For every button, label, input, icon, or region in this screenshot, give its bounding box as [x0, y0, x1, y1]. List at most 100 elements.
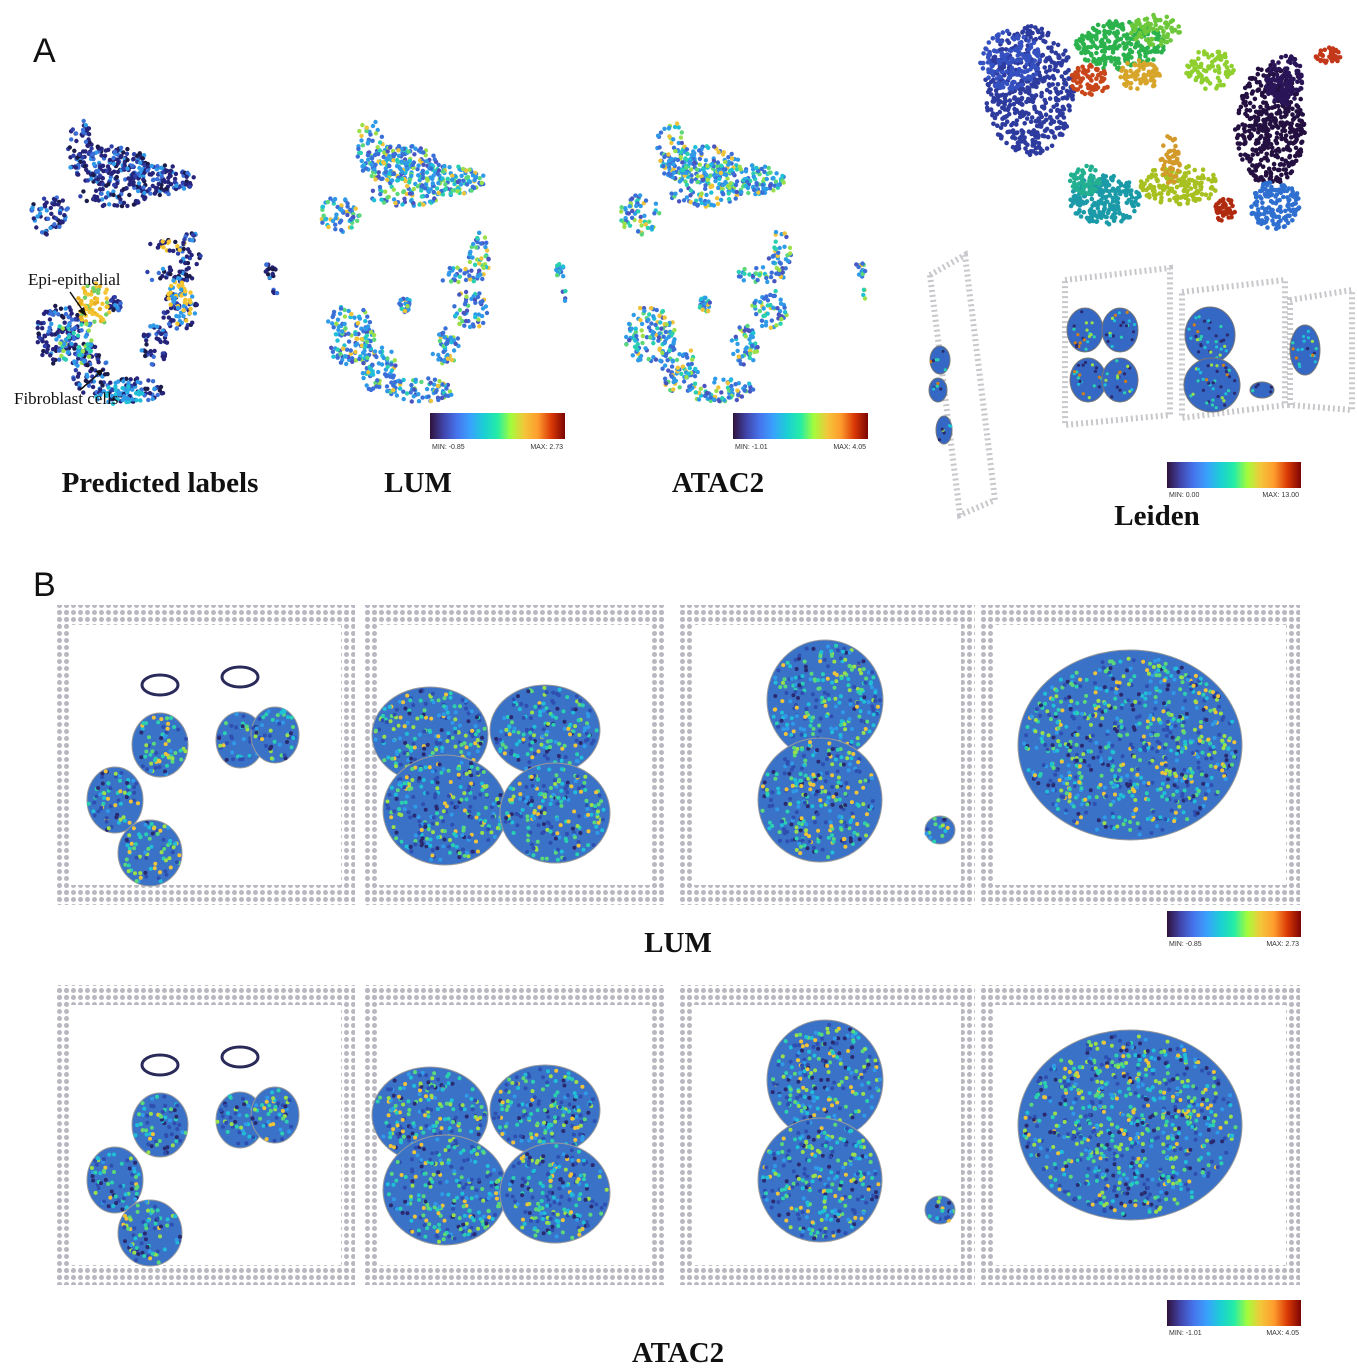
- point: [369, 388, 373, 392]
- point: [1269, 113, 1274, 118]
- point: [709, 185, 713, 189]
- point: [76, 375, 80, 379]
- point: [1299, 80, 1304, 85]
- point: [1029, 83, 1034, 88]
- point: [770, 318, 774, 322]
- point: [68, 165, 72, 169]
- point: [654, 357, 658, 361]
- point: [181, 241, 185, 245]
- point: [456, 180, 460, 184]
- point: [144, 338, 148, 342]
- point: [370, 139, 374, 143]
- point: [677, 352, 681, 356]
- point: [89, 146, 93, 150]
- point: [1331, 48, 1336, 53]
- point: [421, 203, 425, 207]
- point: [1256, 207, 1261, 212]
- point: [1275, 72, 1280, 77]
- point: [87, 355, 91, 359]
- point: [326, 319, 330, 323]
- point: [76, 349, 80, 353]
- point: [72, 346, 76, 350]
- point: [1237, 146, 1242, 151]
- point: [730, 168, 734, 172]
- point: [1221, 83, 1226, 88]
- point: [464, 290, 468, 294]
- point: [774, 323, 778, 327]
- point: [693, 145, 697, 149]
- point: [1268, 79, 1273, 84]
- point: [737, 270, 741, 274]
- point: [1056, 43, 1061, 48]
- point: [339, 361, 343, 365]
- point: [121, 166, 125, 170]
- point: [390, 178, 394, 182]
- point: [634, 204, 638, 208]
- point: [1269, 185, 1274, 190]
- point: [1089, 38, 1094, 43]
- point: [1145, 62, 1150, 67]
- point: [368, 320, 372, 324]
- point: [1258, 176, 1263, 181]
- point: [467, 273, 471, 277]
- point: [1011, 134, 1016, 139]
- point: [372, 167, 376, 171]
- point: [1051, 41, 1056, 46]
- point: [1076, 46, 1081, 51]
- point: [1276, 104, 1281, 109]
- point: [66, 350, 70, 354]
- point: [1026, 24, 1031, 29]
- point: [1286, 145, 1291, 150]
- point: [688, 160, 692, 164]
- point: [72, 331, 76, 335]
- point: [473, 298, 477, 302]
- point: [115, 175, 119, 179]
- point: [361, 308, 365, 312]
- point: [421, 172, 425, 176]
- point: [1289, 124, 1294, 129]
- point: [1139, 35, 1144, 40]
- point: [1270, 146, 1275, 151]
- point: [1285, 85, 1290, 90]
- point: [1274, 175, 1279, 180]
- point: [1019, 97, 1024, 102]
- point: [385, 389, 389, 393]
- point: [1046, 135, 1051, 140]
- point: [167, 239, 171, 243]
- point: [1083, 92, 1088, 97]
- point: [627, 338, 631, 342]
- point: [401, 390, 405, 394]
- point: [1214, 86, 1219, 91]
- point: [694, 390, 698, 394]
- point: [74, 165, 78, 169]
- point: [727, 191, 731, 195]
- point: [468, 180, 472, 184]
- point: [409, 144, 413, 148]
- point: [752, 188, 756, 192]
- point: [62, 213, 66, 217]
- point: [184, 272, 188, 276]
- point: [416, 184, 420, 188]
- point: [178, 270, 182, 274]
- point: [397, 144, 401, 148]
- point: [81, 189, 85, 193]
- point: [436, 181, 440, 185]
- point: [1032, 63, 1037, 68]
- point: [383, 190, 387, 194]
- point: [70, 318, 74, 322]
- point: [688, 366, 692, 370]
- point: [116, 170, 120, 174]
- point: [657, 314, 661, 318]
- point: [658, 320, 662, 324]
- point: [449, 393, 453, 397]
- point: [151, 323, 155, 327]
- point: [1038, 146, 1043, 151]
- point: [130, 388, 134, 392]
- point: [452, 304, 456, 308]
- point: [85, 374, 89, 378]
- point: [188, 300, 192, 304]
- point: [758, 309, 762, 313]
- point: [417, 202, 421, 206]
- point: [1190, 69, 1195, 74]
- point: [771, 254, 775, 258]
